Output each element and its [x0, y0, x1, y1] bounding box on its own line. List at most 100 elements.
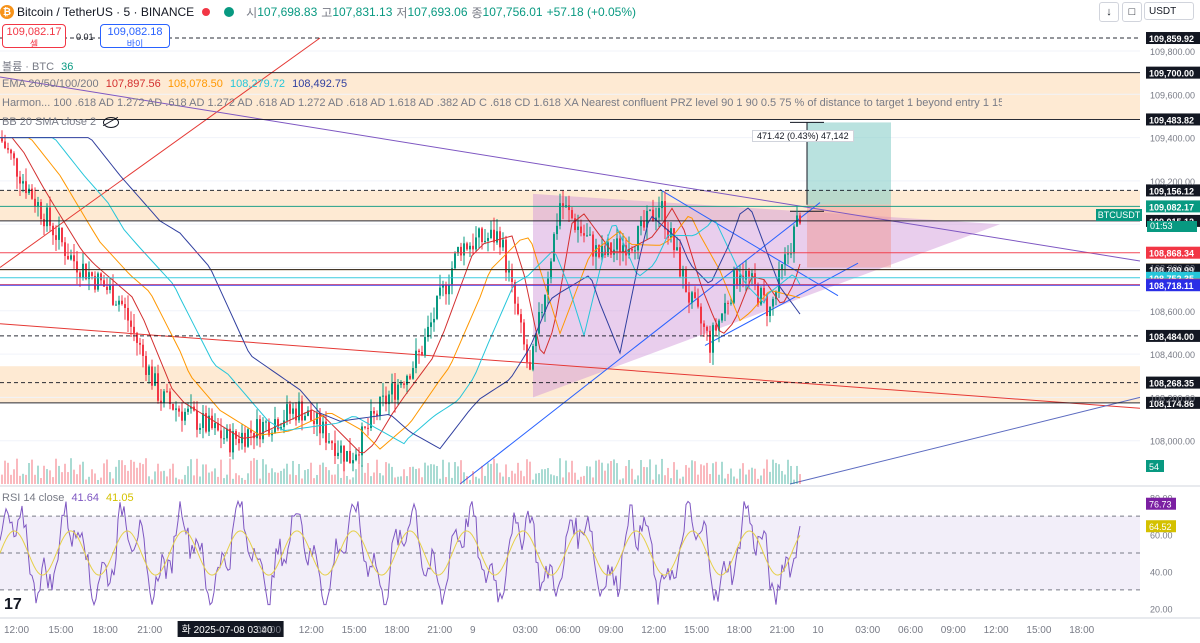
volume-bar — [460, 460, 462, 484]
low-label: 저 — [396, 5, 408, 20]
candle — [592, 234, 594, 257]
candle — [67, 255, 69, 260]
rsi-tag-0: 76.73 — [1149, 500, 1172, 510]
candle — [127, 307, 129, 321]
buy-button[interactable]: 109,082.18 바이 — [100, 24, 170, 49]
volume-bar — [598, 459, 600, 484]
volume-bar — [85, 479, 87, 484]
rsi-tick-2: 40.00 — [1150, 567, 1173, 577]
candle — [646, 210, 648, 228]
volume-bar — [325, 467, 327, 484]
volume-bar — [253, 458, 255, 484]
volume-bar — [307, 469, 309, 484]
candle — [682, 268, 684, 277]
volume-bar — [409, 467, 411, 484]
candle — [547, 278, 549, 295]
volume-bar — [604, 470, 606, 484]
volume-bar — [205, 464, 207, 484]
volume-bar — [787, 459, 789, 484]
volume-bar — [523, 476, 525, 484]
symbol-title[interactable]: Bitcoin / TetherUS · 5 · BINANCE — [17, 5, 195, 19]
volume-bar — [790, 465, 792, 484]
volume-legend[interactable]: 볼륨 · BTC 36 — [2, 58, 73, 74]
currency-select[interactable]: USDT — [1144, 2, 1194, 20]
volume-bar — [361, 465, 363, 484]
volume-bar — [535, 473, 537, 484]
currency-label: USDT — [1149, 5, 1177, 17]
price-label-11: 108,718.11 — [1149, 281, 1194, 291]
volume-bar — [550, 474, 552, 484]
volume-bar — [394, 477, 396, 484]
volume-bar — [796, 465, 798, 484]
candle — [685, 268, 687, 293]
arrow-down-icon[interactable]: ↓ — [1099, 2, 1119, 22]
rsi-label: RSI 14 close — [2, 492, 65, 504]
maximize-icon[interactable]: □ — [1122, 2, 1142, 22]
candle — [334, 443, 336, 456]
candle — [433, 318, 435, 323]
volume-bar — [121, 460, 123, 484]
candle — [676, 247, 678, 251]
volume-bar — [712, 463, 714, 484]
candle — [766, 295, 768, 317]
candle — [220, 430, 222, 439]
candle — [493, 229, 495, 243]
volume-bar — [16, 458, 18, 484]
candle — [394, 383, 396, 400]
candle — [535, 333, 537, 347]
time-label-9: 21:00 — [427, 625, 452, 636]
volume-bar — [511, 470, 513, 484]
candle — [364, 426, 366, 428]
candle — [667, 229, 669, 238]
candle — [151, 366, 153, 386]
candle — [625, 245, 627, 256]
candle — [415, 350, 417, 369]
candle — [580, 226, 582, 234]
volume-bar — [388, 463, 390, 484]
volume-bar — [379, 473, 381, 484]
candle — [457, 246, 459, 254]
candle — [511, 270, 513, 283]
candle — [25, 181, 27, 194]
volume-bar — [196, 458, 198, 484]
volume-bar — [106, 459, 108, 484]
candle — [793, 226, 795, 254]
volume-bar — [124, 465, 126, 484]
candle — [607, 242, 609, 256]
candle — [70, 255, 72, 260]
price-label-bg-2 — [1146, 113, 1200, 126]
candle — [250, 429, 252, 433]
candle — [166, 391, 168, 393]
candle — [361, 426, 363, 456]
candle — [91, 272, 93, 276]
volume-bar — [484, 475, 486, 484]
candle — [400, 383, 402, 385]
volume-bar — [490, 463, 492, 484]
ema-legend[interactable]: EMA 20/50/100/200 107,897.56 108,078.50 … — [2, 78, 347, 90]
volume-bar — [781, 470, 783, 484]
volume-bar — [541, 469, 543, 484]
candle — [322, 421, 324, 434]
volume-bar — [778, 464, 780, 484]
price-label-14: 108,174.86 — [1149, 399, 1194, 409]
harmonic-legend[interactable]: Harmon... 100 .618 AD 1.272 AD .618 AD 1… — [2, 97, 1002, 109]
candle — [391, 383, 393, 395]
candle — [598, 245, 600, 258]
volume-bar — [268, 472, 270, 484]
candle — [544, 294, 546, 312]
volume-bar — [469, 479, 471, 484]
rsi-legend[interactable]: RSI 14 close 41.64 41.05 — [2, 492, 134, 504]
candle — [253, 432, 255, 439]
time-label-2: 18:00 — [93, 625, 118, 636]
volume-bar — [487, 463, 489, 484]
price-label-4: 109,082.17 — [1149, 202, 1194, 212]
sell-button[interactable]: 109,082.17 셀 — [2, 24, 66, 49]
volume-bar — [583, 475, 585, 484]
hidden-eye-icon-bb[interactable] — [103, 116, 120, 128]
volume-bar — [574, 472, 576, 484]
volume-bar — [706, 462, 708, 484]
volume-bar — [367, 463, 369, 484]
bb-legend[interactable]: BB 20 SMA close 2 — [2, 116, 120, 128]
volume-bar — [544, 469, 546, 484]
